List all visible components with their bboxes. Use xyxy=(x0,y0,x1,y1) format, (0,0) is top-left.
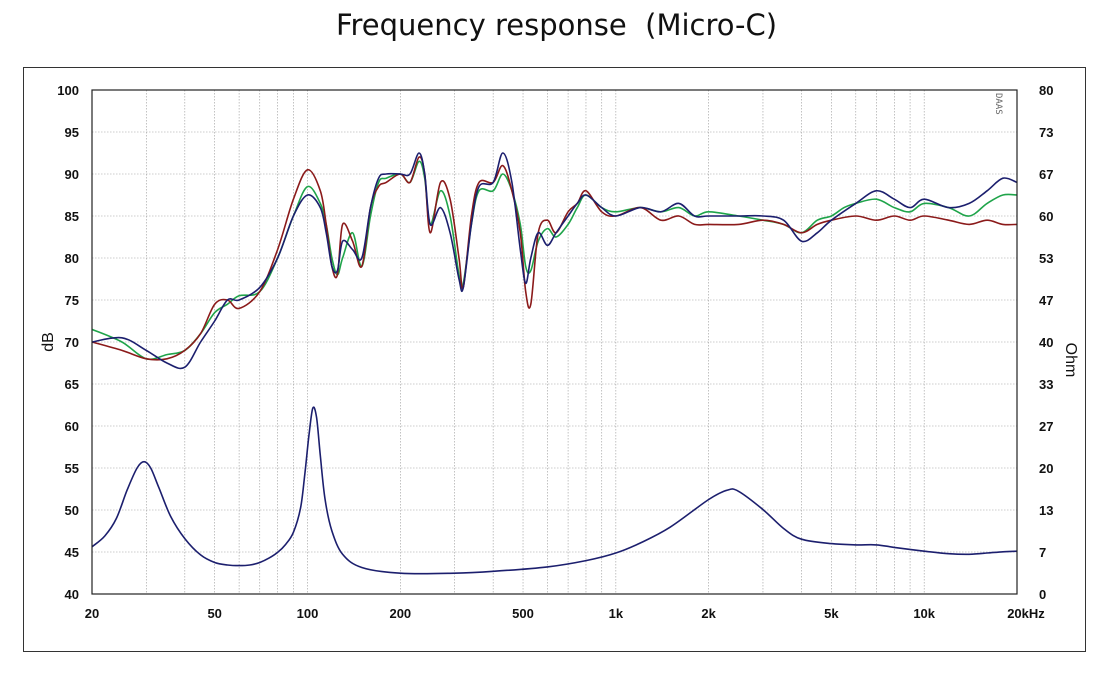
y2-tick-label: 67 xyxy=(1039,167,1053,182)
spl-curve-red xyxy=(91,156,1018,361)
series-group xyxy=(91,152,1018,595)
y2-tick-label: 60 xyxy=(1039,209,1053,224)
watermark: DAAS xyxy=(993,93,1003,115)
y-axis-label: dB xyxy=(40,332,57,352)
y-tick-label: 85 xyxy=(65,209,79,224)
spl-curve-green xyxy=(91,160,1018,361)
y-tick-label: 75 xyxy=(65,293,79,308)
y2-tick-label: 13 xyxy=(1039,503,1053,518)
y-tick-label: 50 xyxy=(65,503,79,518)
x-tick-label: 10k xyxy=(913,606,935,621)
plot-border xyxy=(91,89,1018,595)
y2-tick-label: 73 xyxy=(1039,125,1053,140)
chart-frame xyxy=(23,67,1086,652)
y2-tick-label: 27 xyxy=(1039,419,1053,434)
y-tick-label: 55 xyxy=(65,461,79,476)
y-tick-label: 60 xyxy=(65,419,79,434)
x-tick-label: 20 xyxy=(85,606,99,621)
x-tick-label: 2k xyxy=(701,606,716,621)
x-tick-label: 100 xyxy=(297,606,319,621)
x-tick-label: 1k xyxy=(609,606,624,621)
x-tick-label: 500 xyxy=(512,606,534,621)
y-tick-label: 45 xyxy=(65,545,79,560)
y-tick-label: 40 xyxy=(65,587,79,602)
impedance-curve xyxy=(91,406,1018,575)
x-tick-label: 200 xyxy=(389,606,411,621)
y2-tick-label: 33 xyxy=(1039,377,1053,392)
x-tick-label: 5k xyxy=(824,606,839,621)
y-tick-label: 65 xyxy=(65,377,79,392)
y2-tick-label: 80 xyxy=(1039,83,1053,98)
y2-tick-label: 7 xyxy=(1039,545,1046,560)
spl-curve-navy xyxy=(91,152,1018,370)
y-tick-label: 70 xyxy=(65,335,79,350)
y-tick-label: 90 xyxy=(65,167,79,182)
y2-tick-label: 47 xyxy=(1039,293,1053,308)
tick-labels: 40 45 50 55 60 65 70 75 80 85 90 95 100 0 7 13 20 27 33 40 4… xyxy=(57,83,1053,621)
grid xyxy=(91,89,1018,595)
y-tick-label: 100 xyxy=(57,83,79,98)
y-tick-label: 95 xyxy=(65,125,79,140)
y2-tick-label: 53 xyxy=(1039,251,1053,266)
y2-axis-label: Ohm xyxy=(1062,343,1079,378)
x-tick-label: 20kHz xyxy=(1007,606,1045,621)
y2-tick-label: 40 xyxy=(1039,335,1053,350)
y2-tick-label: 0 xyxy=(1039,587,1046,602)
y-tick-label: 80 xyxy=(65,251,79,266)
chart-title: Frequency response (Micro-C) xyxy=(335,8,778,42)
x-tick-label: 50 xyxy=(207,606,221,621)
y2-tick-label: 20 xyxy=(1039,461,1053,476)
